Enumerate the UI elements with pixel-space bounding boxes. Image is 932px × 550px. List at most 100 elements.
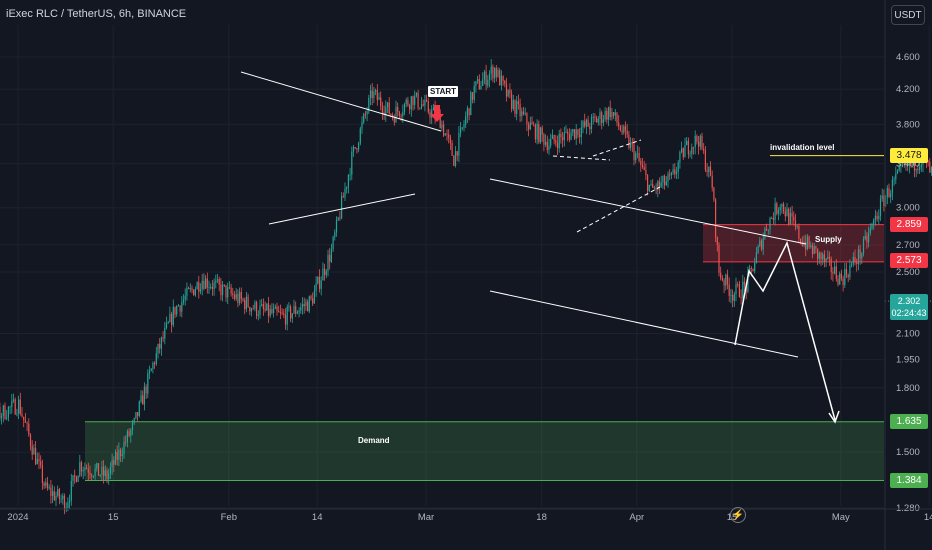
candle: [422, 99, 424, 107]
candle-body: [866, 235, 868, 243]
candle-body: [444, 133, 446, 136]
candle: [330, 243, 332, 263]
candle-body: [443, 124, 445, 136]
candle-body: [74, 475, 76, 477]
candle-body: [507, 89, 509, 97]
candle: [307, 299, 309, 312]
candle-body: [514, 99, 516, 114]
candles-layer[interactable]: [0, 59, 932, 515]
candle: [494, 67, 496, 83]
candle-body: [274, 306, 276, 309]
candle: [794, 213, 797, 231]
candle: [6, 410, 8, 421]
candle: [861, 251, 863, 264]
candle: [53, 486, 55, 502]
candle-body: [9, 406, 11, 408]
candle: [735, 277, 737, 302]
candle: [179, 304, 181, 317]
candle-body: [125, 441, 127, 443]
candle-body: [732, 295, 734, 301]
candle-body: [728, 284, 730, 296]
candle: [786, 202, 788, 217]
candle-body: [46, 482, 49, 489]
candle: [725, 273, 727, 291]
candle-body: [31, 446, 33, 455]
candle: [109, 462, 111, 479]
candle-body: [142, 395, 144, 405]
candle-body: [419, 107, 421, 109]
lightning-icon[interactable]: ⚡: [730, 507, 746, 523]
candle: [332, 235, 334, 253]
candle: [133, 417, 135, 425]
candle: [242, 297, 244, 302]
candle: [290, 304, 292, 322]
candle-body: [169, 313, 171, 323]
candle: [548, 138, 550, 155]
candle-body: [89, 472, 91, 475]
candle: [844, 262, 846, 289]
candle-body: [242, 298, 244, 301]
candle-body: [126, 431, 128, 443]
candle-body: [764, 228, 766, 238]
candle-body: [252, 308, 254, 310]
candle-body: [330, 249, 332, 262]
candle-body: [181, 302, 183, 312]
candle-body: [609, 107, 611, 118]
candle-body: [582, 121, 584, 128]
candle-body: [793, 216, 795, 221]
candle-body: [492, 66, 494, 79]
candle: [432, 103, 434, 111]
candle: [65, 502, 67, 513]
candle-body: [592, 116, 594, 118]
candle-body: [643, 167, 645, 170]
candle: [233, 291, 236, 301]
trend-line: [240, 71, 442, 132]
candle: [300, 302, 302, 314]
candle: [189, 283, 191, 293]
candle: [23, 416, 25, 428]
candle: [0, 402, 1, 422]
candle-body: [665, 181, 667, 186]
supply-label: Supply: [815, 235, 842, 244]
candle: [696, 134, 698, 145]
candle: [879, 194, 882, 221]
candle-body: [900, 163, 902, 166]
candle-body: [511, 93, 513, 109]
candle-body: [347, 175, 349, 187]
candle-body: [247, 296, 249, 308]
y-tick-label: 2.500: [896, 267, 920, 278]
candle: [245, 291, 247, 313]
candle-body: [441, 124, 443, 129]
candle: [337, 216, 339, 222]
candle: [322, 262, 324, 281]
candle-body: [667, 174, 669, 182]
candle-body: [648, 184, 650, 192]
candle-body: [679, 152, 681, 163]
candle: [526, 112, 528, 132]
currency-button[interactable]: USDT: [891, 5, 925, 25]
candle: [114, 449, 117, 466]
candle-body: [375, 90, 377, 92]
candle-body: [400, 115, 402, 117]
candle-body: [818, 252, 820, 259]
candle: [570, 128, 572, 141]
candle-body: [276, 306, 278, 311]
candle: [480, 80, 482, 90]
candle-body: [349, 174, 351, 176]
candle: [305, 298, 307, 311]
candle-body: [6, 417, 8, 419]
candle: [286, 304, 288, 331]
candle: [342, 192, 344, 198]
candle: [708, 166, 710, 178]
candle: [808, 235, 810, 249]
candle-body: [312, 298, 314, 304]
candle-body: [531, 122, 533, 125]
candle: [14, 397, 16, 415]
candle-body: [694, 135, 696, 148]
candle-body: [267, 303, 270, 317]
candle-body: [568, 133, 570, 140]
symbol-title[interactable]: iExec RLC / TetherUS, 6h, BINANCE: [6, 8, 187, 20]
candle-body: [33, 448, 35, 455]
candle-body: [512, 99, 514, 109]
